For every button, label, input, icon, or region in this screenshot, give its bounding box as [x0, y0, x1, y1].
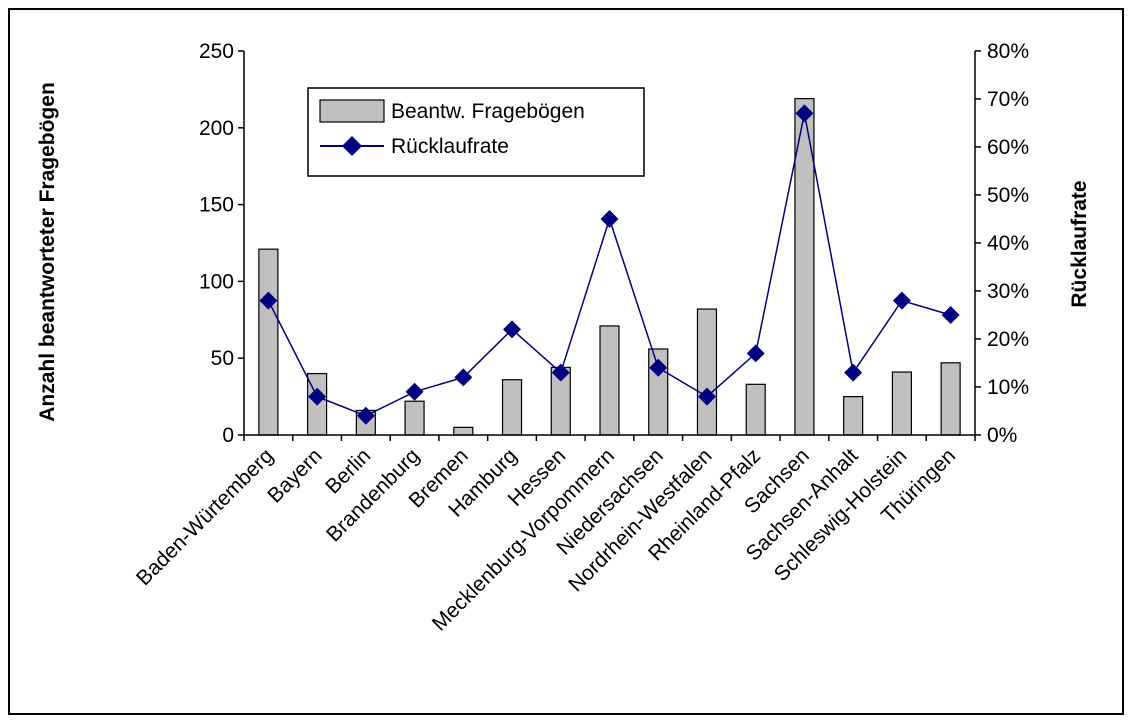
chart-frame: 0 50 100 150 200 250 0% 10% 20% 30% 40% 50% 60% 70% 8…: [8, 8, 1124, 715]
legend-line-label: Rücklaufrate: [391, 135, 509, 158]
legend-bar-label: Beantw. Fragebögen: [391, 100, 585, 123]
line-layer: [259, 104, 960, 425]
rate-marker: [356, 406, 375, 425]
rate-marker: [551, 363, 570, 382]
legend-line-marker: [342, 136, 362, 156]
bars-layer: [258, 98, 961, 436]
bar: [258, 248, 279, 436]
right-tick-label: 20%: [987, 328, 1029, 351]
right-tick-label: 70%: [987, 88, 1029, 111]
category-labels: Baden-WürtembergBayernBerlinBrandenburgB…: [132, 444, 960, 635]
bar: [891, 371, 913, 436]
right-axis-title: Rücklaufrate: [1068, 180, 1091, 307]
combo-chart: 0 50 100 150 200 250 0% 10% 20% 30% 40% 50% 60% 70% 8…: [36, 40, 1091, 636]
rate-marker: [649, 358, 668, 377]
bar: [696, 308, 718, 436]
bar: [599, 325, 620, 436]
rate-marker: [308, 387, 327, 406]
left-axis-title: Anzahl beantworteter Fragebögen: [36, 82, 59, 422]
rate-marker: [697, 387, 716, 406]
rate-marker: [454, 368, 473, 387]
left-tick-label: 150: [199, 194, 234, 217]
right-tick-label: 10%: [987, 376, 1029, 399]
right-tick-label: 0%: [987, 424, 1017, 447]
right-axis-ticks: 0% 10% 20% 30% 40% 50% 60% 70% 80%: [975, 40, 1029, 447]
legend: Beantw. Fragebögen Rücklaufrate: [307, 87, 645, 177]
right-tick-label: 40%: [987, 232, 1029, 255]
bar: [404, 400, 425, 436]
rate-marker: [795, 104, 814, 123]
rate-marker: [746, 344, 765, 363]
bar: [940, 362, 961, 436]
rate-marker: [503, 320, 522, 339]
rate-marker: [941, 306, 960, 324]
left-tick-label: 0: [222, 424, 234, 447]
right-tick-label: 50%: [987, 184, 1029, 207]
legend-bar-swatch: [319, 99, 385, 123]
rate-marker: [259, 291, 278, 310]
bar: [453, 426, 474, 436]
left-tick-label: 50: [211, 347, 234, 370]
left-tick-label: 250: [199, 40, 234, 63]
left-axis-ticks: 0 50 100 150 200 250: [199, 40, 244, 447]
left-tick-label: 200: [199, 117, 234, 140]
bar: [843, 396, 864, 436]
legend-box: [307, 87, 645, 177]
right-tick-label: 60%: [987, 136, 1029, 159]
left-tick-label: 100: [199, 270, 234, 293]
rate-marker: [844, 363, 863, 382]
rate-marker: [892, 291, 911, 310]
rate-marker: [405, 382, 424, 401]
category-label: Baden-Würtemberg: [132, 444, 278, 590]
right-tick-label: 30%: [987, 280, 1029, 303]
bar: [501, 379, 523, 436]
right-tick-label: 80%: [987, 40, 1029, 63]
category-label: Bayern: [263, 444, 326, 507]
bar: [745, 383, 766, 436]
rate-marker: [600, 210, 619, 228]
